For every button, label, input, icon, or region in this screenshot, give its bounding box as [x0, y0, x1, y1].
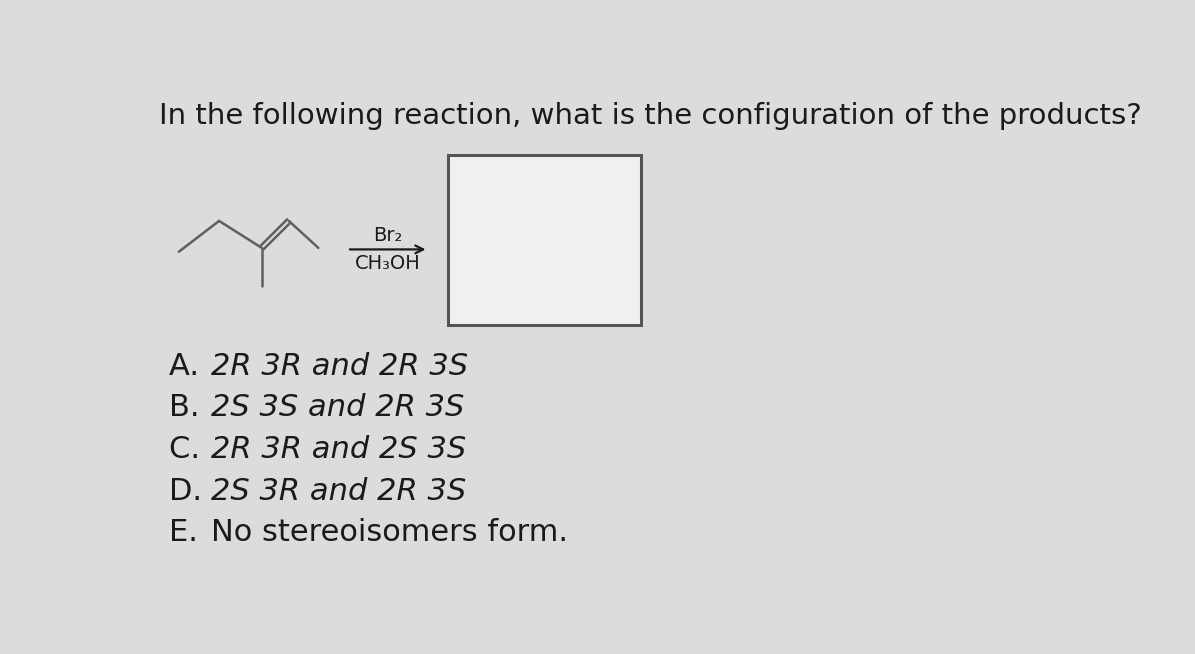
Text: 2R 3R and 2R 3S: 2R 3R and 2R 3S	[212, 352, 468, 381]
Text: D.: D.	[168, 477, 232, 506]
Text: No stereoisomers form.: No stereoisomers form.	[212, 518, 569, 547]
Text: A.: A.	[168, 352, 229, 381]
Bar	[448, 156, 642, 325]
Text: 2S 3S and 2R 3S: 2S 3S and 2R 3S	[212, 394, 465, 422]
Text: 2R 3R and 2S 3S: 2R 3R and 2S 3S	[212, 435, 466, 464]
Text: CH₃OH: CH₃OH	[355, 254, 421, 273]
Text: Br₂: Br₂	[373, 226, 403, 245]
Text: C.: C.	[168, 435, 231, 464]
Text: In the following reaction, what is the configuration of the products?: In the following reaction, what is the c…	[159, 101, 1141, 129]
Text: B.: B.	[168, 394, 229, 422]
Text: E.: E.	[168, 518, 228, 547]
Text: 2S 3R and 2R 3S: 2S 3R and 2R 3S	[212, 477, 466, 506]
